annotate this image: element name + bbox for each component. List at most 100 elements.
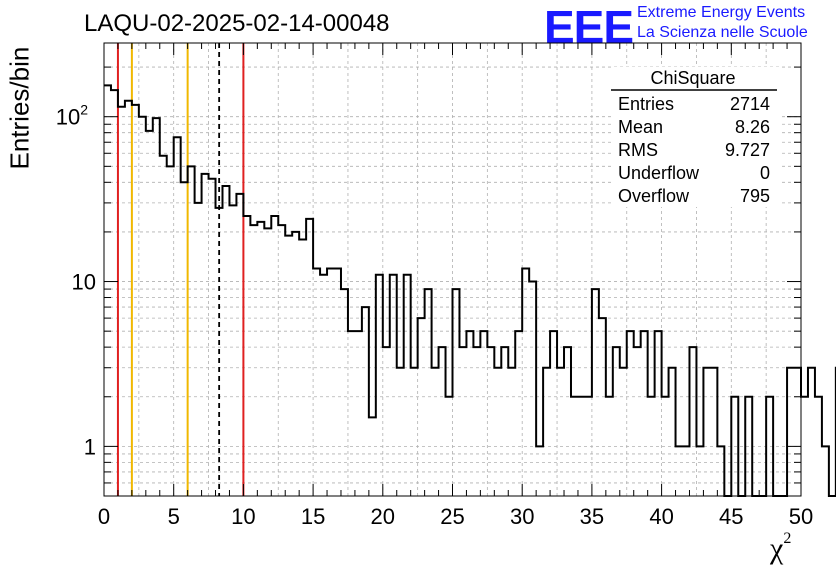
histogram-bin — [459, 347, 466, 496]
y-tick-label-base: 10 — [56, 105, 80, 130]
stats-row-label: Overflow — [618, 186, 690, 206]
histogram-bin — [515, 331, 522, 496]
histogram-series — [104, 84, 836, 497]
histogram-bin — [313, 268, 320, 496]
histogram-bin — [480, 331, 487, 496]
histogram-bin — [264, 228, 271, 496]
histogram-bin — [334, 268, 341, 496]
histogram-bin — [418, 318, 425, 496]
histogram-bin — [710, 368, 717, 496]
histogram-bin — [195, 203, 202, 496]
histogram-bin — [376, 275, 383, 496]
histogram-bin — [111, 90, 118, 496]
histogram-bin — [209, 179, 216, 496]
histogram-bin — [564, 347, 571, 496]
histogram-bin — [508, 368, 515, 496]
histogram-bin — [627, 331, 634, 496]
histogram-bin — [550, 331, 557, 496]
histogram-bin — [411, 368, 418, 496]
histogram-bin — [125, 101, 132, 496]
x-tick-label: 40 — [649, 504, 673, 529]
histogram-bin — [494, 368, 501, 496]
histogram-bin — [181, 182, 188, 496]
histogram-bin — [439, 347, 446, 496]
x-tick-label: 50 — [789, 504, 813, 529]
histogram-bin — [655, 331, 662, 496]
stats-row-value: 0 — [760, 163, 770, 183]
stats-row-label: Mean — [618, 117, 663, 137]
histogram-bin — [557, 368, 564, 496]
histogram-bin — [222, 186, 229, 496]
x-tick-label: 45 — [719, 504, 743, 529]
x-tick-label: 25 — [440, 504, 464, 529]
histogram-bin — [592, 289, 599, 496]
y-tick-label: 10 — [72, 270, 96, 295]
histogram-bin — [160, 156, 167, 496]
stats-row-value: 8.26 — [735, 117, 770, 137]
brand-line-1: Extreme Energy Events — [637, 4, 806, 21]
histogram-bin — [397, 368, 404, 496]
histogram-bin — [390, 275, 397, 496]
histogram-bin — [229, 205, 236, 496]
stats-row-value: 2714 — [730, 94, 770, 114]
histogram-bin — [104, 85, 111, 496]
histogram-bin — [487, 347, 494, 496]
histogram-bin — [425, 289, 432, 496]
histogram-bin — [306, 219, 313, 496]
x-axis-label-base: χ — [770, 532, 784, 565]
histogram-bin — [473, 347, 480, 496]
stats-row-label: RMS — [618, 140, 658, 160]
histogram-bin — [466, 331, 473, 496]
histogram-bin — [432, 368, 439, 496]
histogram-bin — [146, 131, 153, 496]
histogram-bin — [327, 268, 334, 496]
y-tick-label-exponent: 2 — [80, 102, 88, 118]
histogram-bin — [543, 368, 550, 496]
histogram-bin — [689, 347, 696, 496]
histogram-bin — [202, 174, 209, 496]
stats-row-label: Underflow — [618, 163, 700, 183]
histogram-bin — [794, 368, 801, 496]
stats-row-value: 9.727 — [725, 140, 770, 160]
histogram-bin — [285, 236, 292, 496]
histogram-bin — [801, 397, 808, 496]
histogram-bin — [634, 347, 641, 496]
histogram-bin — [139, 117, 146, 496]
histogram-bin — [522, 268, 529, 496]
histogram-bin — [174, 137, 181, 496]
histogram-bin — [453, 289, 460, 496]
histogram-bin — [669, 368, 676, 496]
x-tick-label: 15 — [301, 504, 325, 529]
histogram-bin — [613, 347, 620, 496]
brand-line-2: La Scienza nelle Scuole — [637, 24, 808, 41]
histogram-bin — [404, 275, 411, 496]
histogram-bin — [250, 225, 257, 496]
y-tick-label: 1 — [84, 434, 96, 459]
histogram-bin — [236, 194, 243, 496]
histogram-bin — [118, 107, 125, 496]
x-axis-label: χ2 — [770, 530, 792, 566]
histogram-bin — [278, 225, 285, 496]
histogram-bin — [383, 347, 390, 496]
x-tick-label: 30 — [510, 504, 534, 529]
x-tick-label: 5 — [168, 504, 180, 529]
histogram-bin — [822, 446, 829, 496]
histogram-bin — [292, 232, 299, 496]
histogram-bin — [501, 347, 508, 496]
histogram-bin — [641, 331, 648, 496]
histogram-bin — [787, 368, 794, 496]
x-tick-label: 0 — [98, 504, 110, 529]
histogram-bin — [341, 289, 348, 496]
stats-row-label: Entries — [618, 94, 674, 114]
histogram-bin — [369, 417, 376, 496]
stats-box-title: ChiSquare — [650, 68, 735, 88]
x-axis-label-superscript: 2 — [783, 530, 792, 547]
histogram-bin — [599, 318, 606, 496]
histogram-bin — [808, 368, 815, 496]
histogram-bin — [703, 368, 710, 496]
histogram-bin — [320, 275, 327, 496]
stats-row-value: 795 — [740, 186, 770, 206]
histogram-bin — [529, 282, 536, 496]
histogram-bin — [362, 307, 369, 496]
